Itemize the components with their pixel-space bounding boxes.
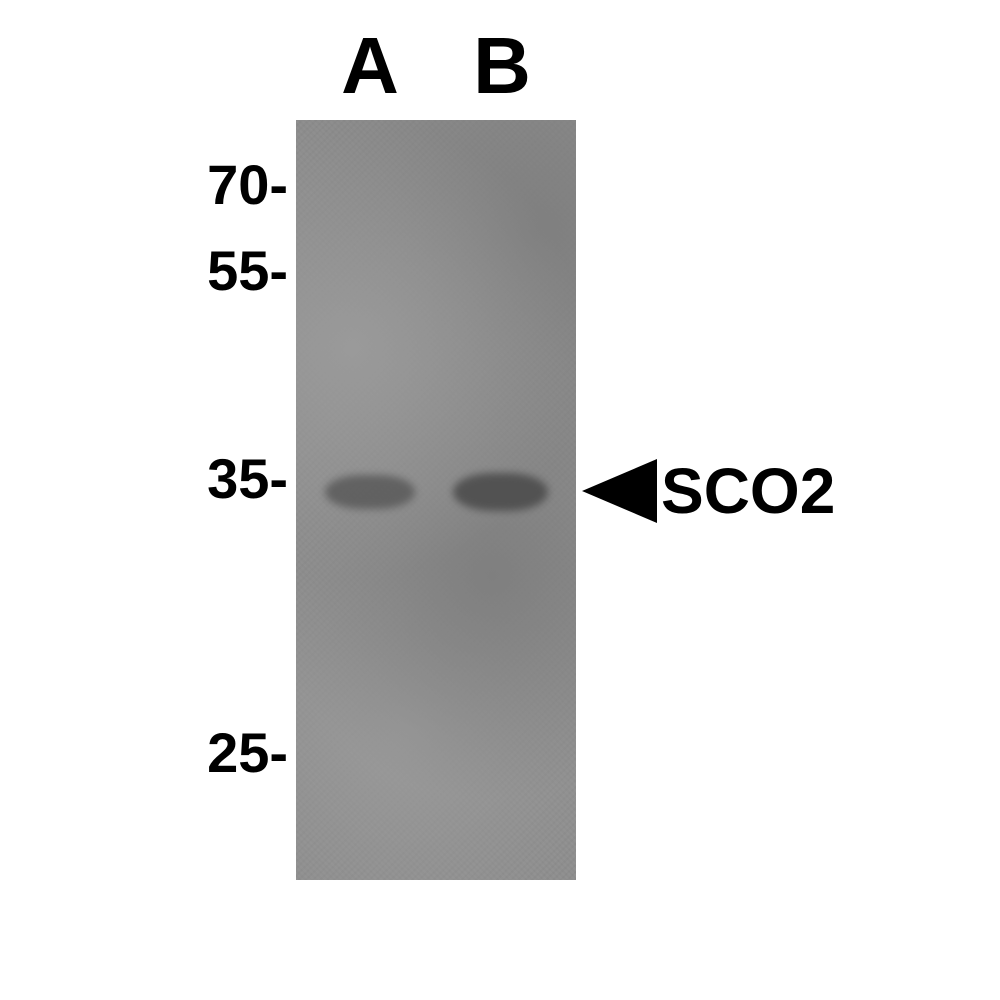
lane-label-b: B — [462, 20, 542, 112]
mw-marker-55: 55- — [207, 238, 288, 303]
band-lane-a — [325, 475, 415, 509]
mw-marker-35: 35- — [207, 446, 288, 511]
arrowhead-icon — [582, 459, 657, 523]
mw-marker-70: 70- — [207, 152, 288, 217]
band-lane-b — [453, 473, 548, 511]
protein-name: SCO2 — [661, 454, 835, 528]
figure-canvas: A B 70- 55- 35- 25- SCO2 — [0, 0, 1000, 1000]
protein-label: SCO2 — [582, 454, 835, 528]
lane-label-a: A — [330, 20, 410, 112]
mw-marker-25: 25- — [207, 720, 288, 785]
lane-a-text: A — [341, 21, 399, 110]
lane-b-text: B — [473, 21, 531, 110]
